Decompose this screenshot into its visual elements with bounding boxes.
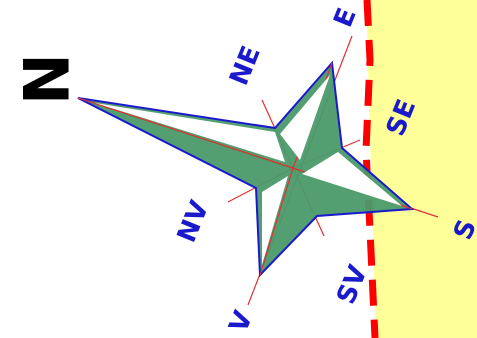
inner-spoke-n	[77, 97, 294, 169]
label-north: N	[8, 53, 81, 105]
star-highlights	[95, 75, 402, 265]
label-west: V	[224, 307, 259, 337]
boundary-dashed-line	[362, 0, 379, 338]
highlight-south-arm	[302, 152, 402, 206]
highlight-east-arm	[280, 75, 330, 160]
highlight-north-arm	[95, 103, 285, 162]
label-northwest: NV	[172, 197, 216, 247]
label-east: E	[328, 4, 362, 32]
yellow-zone	[366, 0, 477, 338]
compass-star	[77, 60, 415, 278]
highlight-west-arm	[262, 176, 288, 265]
label-northeast: NE	[224, 42, 267, 90]
inner-spoke-w	[259, 167, 294, 276]
label-southwest: SV	[331, 261, 373, 308]
